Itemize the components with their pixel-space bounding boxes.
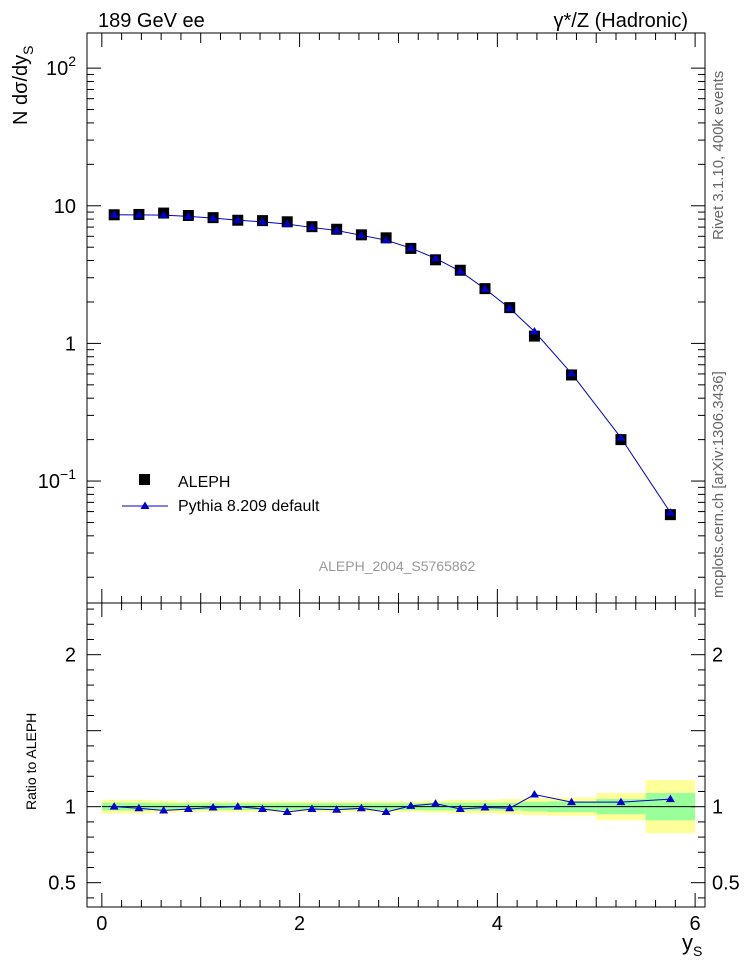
x-axis-label-sub: S [693, 943, 702, 959]
mc-point [431, 253, 441, 262]
ratio-mc-point [406, 801, 416, 809]
main-y-tick-label: 102 [46, 53, 76, 80]
x-tick-label: 4 [492, 913, 503, 935]
main-y-tick-label-base: 10 [54, 196, 76, 218]
ratio-bands [101, 780, 696, 834]
ratio-mc-point [616, 797, 626, 806]
mc-point [356, 230, 366, 239]
ratio-mc-point [307, 804, 317, 812]
main-y-tick-label-base: 10 [46, 58, 68, 80]
ratio-mc-point [233, 802, 243, 810]
legend-marker-aleph [139, 474, 150, 485]
ratio-mc-point [134, 803, 144, 812]
ratio-y-tick-label-right: 0.5 [712, 873, 740, 895]
mc-point [381, 235, 391, 244]
ratio-y-tick-label: 1 [65, 797, 76, 819]
ratio-mc-point [505, 803, 515, 812]
ratio-mc-point [332, 805, 342, 813]
ratio-mc-point [567, 797, 577, 806]
main-y-tick-label-exp: 2 [68, 53, 76, 69]
x-tick-label: 2 [294, 913, 305, 935]
mc-point [134, 210, 144, 218]
x-axis-label: yS [682, 930, 702, 959]
mc-point [567, 368, 577, 377]
mc-point [307, 222, 317, 231]
ratio-mc-point [431, 799, 441, 807]
mc-point [109, 210, 119, 218]
mc-point [406, 243, 416, 252]
ratio-mc-point [208, 802, 218, 811]
ratio-axis-ticks: 0 2 4 6 0.5 0.5 1 1 2 2 [48, 603, 740, 935]
ratio-mc-point [282, 807, 292, 815]
ratio-mc-point [258, 804, 268, 812]
ratio-y-tick-label-right: 1 [712, 797, 723, 819]
ratio-mc-point [356, 803, 366, 812]
ratio-panel: 0 2 4 6 0.5 0.5 1 1 2 2 Ratio to ALEPH yS [23, 602, 740, 959]
main-y-tick-label: 1 [65, 333, 76, 355]
main-series [108, 207, 676, 521]
mc-point [159, 210, 169, 219]
right-title: γ*/Z (Hadronic) [554, 10, 688, 32]
legend-marker-pythia [140, 501, 150, 509]
main-y-tick-label-base: 1 [65, 333, 76, 355]
ratio-frame [86, 602, 706, 908]
ratio-y-tick-label: 2 [65, 645, 76, 667]
mc-point [258, 217, 268, 225]
mc-point [208, 213, 218, 222]
mc-point [282, 219, 292, 228]
x-tick-label: 6 [690, 913, 701, 935]
legend-label-aleph: ALEPH [178, 474, 230, 491]
left-title: 189 GeV ee [98, 10, 205, 32]
mc-point [455, 266, 465, 275]
mc-line [114, 214, 671, 513]
x-tick-label: 0 [96, 913, 107, 935]
mc-point [233, 215, 243, 224]
mc-point [529, 327, 539, 335]
ratio-mc-point [109, 802, 119, 810]
ratio-mc-point [381, 807, 391, 815]
ratio-mc-point [529, 790, 539, 798]
main-y-tick-label-exp: −1 [60, 466, 76, 482]
ratio-mc-point [455, 804, 465, 812]
ratio-mc-point [159, 805, 169, 814]
x-axis-label-text: y [682, 930, 693, 955]
rivet-label: Rivet 3.1.10, 400k events [710, 71, 727, 240]
main-y-axis-label: N dσ/dyS [10, 46, 36, 126]
mc-point [183, 211, 193, 220]
main-y-axis-label-sub: S [20, 46, 36, 55]
ratio-mc-point [480, 802, 490, 811]
mc-point [505, 303, 515, 312]
mc-point [616, 433, 626, 441]
main-y-tick-label: 10−1 [38, 466, 76, 493]
main-y-tick-label: 10 [54, 196, 76, 218]
mcplots-label: mcplots.cern.ch [arXiv:1306.3436] [710, 371, 727, 598]
mc-point [332, 226, 342, 234]
main-frame [86, 32, 706, 604]
legend: ALEPH Pythia 8.209 default [122, 474, 320, 515]
analysis-watermark: ALEPH_2004_S5765862 [319, 558, 476, 574]
ratio-series [109, 790, 675, 815]
ratio-mc-point [665, 794, 675, 803]
main-y-tick-label-base: 10 [38, 471, 60, 493]
mc-point [665, 508, 675, 516]
legend-label-pythia: Pythia 8.209 default [178, 498, 320, 515]
data-point [528, 330, 540, 342]
ratio-y-tick-label: 0.5 [48, 873, 76, 895]
main-y-axis-label-text: N dσ/dy [10, 55, 32, 125]
ratio-y-axis-label: Ratio to ALEPH [23, 713, 39, 810]
ratio-y-tick-label-right: 2 [712, 645, 723, 667]
ratio-mc-point [183, 804, 193, 812]
mc-point [480, 284, 490, 292]
